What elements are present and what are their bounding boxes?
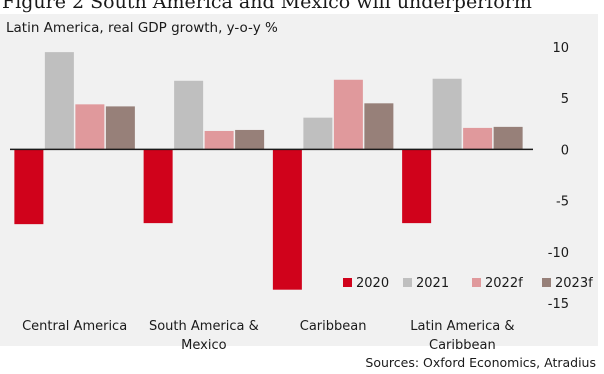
category-label: South America & <box>149 319 259 334</box>
legend-label-2021: 2021 <box>416 276 449 291</box>
bar-2022f <box>204 130 234 150</box>
y-tick-label: 0 <box>561 143 569 158</box>
figure-title: Figure 2 South America and Mexico will u… <box>2 0 532 13</box>
y-tick-label: 10 <box>552 41 569 56</box>
y-tick-label: -15 <box>548 297 569 312</box>
bar-2022f <box>333 79 363 150</box>
y-tick-label: 5 <box>561 92 569 107</box>
category-label: Caribbean <box>429 338 496 353</box>
bar-2020 <box>272 149 302 290</box>
legend-swatch-2020 <box>343 278 352 287</box>
category-label: Mexico <box>181 338 226 353</box>
category-label: Caribbean <box>300 319 367 334</box>
bar-2021 <box>432 78 462 150</box>
legend-swatch-2021 <box>403 278 412 287</box>
legend-label-2020: 2020 <box>356 276 389 291</box>
bar-2021 <box>174 80 204 150</box>
category-label: Latin America & <box>410 319 514 334</box>
bar-2023f <box>493 126 523 150</box>
y-tick-label: -5 <box>556 195 569 210</box>
category-label: Central America <box>22 319 127 334</box>
bar-2022f <box>463 127 493 150</box>
bar-2020 <box>143 149 173 224</box>
bar-2023f <box>105 106 135 150</box>
legend-label-2022f: 2022f <box>485 276 523 291</box>
bar-2023f <box>235 129 265 150</box>
legend-swatch-2023f <box>542 278 551 287</box>
y-tick-label: -10 <box>548 246 569 261</box>
chart-title: Latin America, real GDP growth, y-o-y % <box>6 20 278 36</box>
bar-2022f <box>75 104 105 150</box>
legend-label-2023f: 2023f <box>555 276 593 291</box>
bar-2020 <box>402 149 432 224</box>
bar-2023f <box>364 103 394 150</box>
legend-swatch-2022f <box>472 278 481 287</box>
bar-2021 <box>303 117 333 150</box>
source-note: Sources: Oxford Economics, Atradius <box>365 355 596 370</box>
bar-2020 <box>14 149 44 225</box>
bar-2021 <box>44 52 74 150</box>
